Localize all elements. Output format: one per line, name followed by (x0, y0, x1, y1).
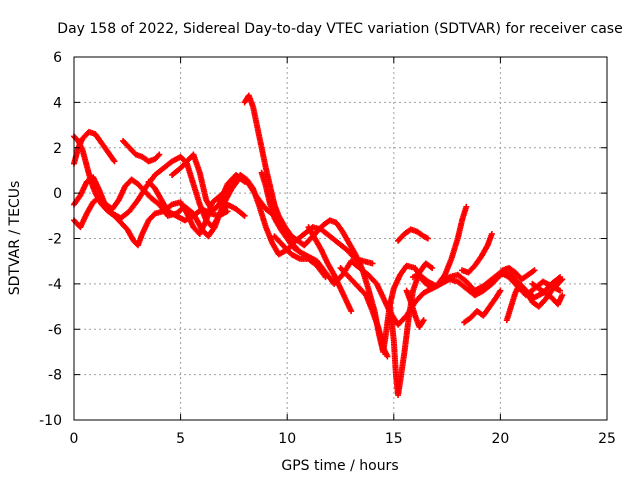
chart-title: Day 158 of 2022, Sidereal Day-to-day VTE… (57, 21, 622, 37)
data-point (384, 353, 391, 360)
y-tick-label: -2 (48, 232, 62, 248)
series-trace-1 (71, 128, 118, 167)
x-tick-label: 0 (70, 431, 79, 447)
data-point (296, 249, 303, 256)
axis-ticks: 0 5 10 15 20 25 -10 -8 -6 -4 -2 0 2 4 6 (39, 50, 616, 447)
series-trace-16 (461, 287, 504, 326)
x-tick-label: 15 (385, 431, 403, 447)
series-trace-14 (409, 203, 470, 290)
data-points (71, 92, 566, 399)
series-trace-17 (493, 264, 538, 283)
y-tick-label: 0 (53, 186, 62, 202)
data-point (322, 274, 329, 281)
series-trace-9 (305, 224, 355, 315)
y-tick-label: 4 (53, 95, 62, 111)
data-point (557, 287, 564, 294)
series-trace-5 (120, 137, 163, 165)
y-tick-label: 6 (53, 50, 62, 66)
series-trace-6 (145, 178, 231, 224)
data-point (531, 267, 538, 274)
y-tick-label: -8 (48, 368, 62, 384)
x-tick-label: 20 (491, 431, 509, 447)
data-point (241, 178, 248, 185)
data-point (348, 308, 355, 315)
data-point (369, 260, 376, 267)
data-point (224, 208, 231, 215)
series-trace-11 (386, 260, 436, 399)
series-trace-12 (395, 226, 431, 244)
series-trace-13 (403, 287, 427, 330)
data-point (424, 235, 431, 242)
series-trace-21 (169, 151, 248, 215)
series-trace-10 (337, 264, 391, 360)
series-trace-20 (271, 233, 329, 281)
y-tick-label: -10 (39, 413, 62, 429)
data-point (420, 317, 427, 324)
y-tick-label: -4 (48, 277, 62, 293)
series-trace-3 (71, 153, 248, 231)
y-tick-label: -6 (48, 322, 62, 338)
series-trace-15 (459, 230, 495, 276)
series-trace-19 (529, 280, 566, 308)
data-point (497, 287, 504, 294)
x-tick-label: 25 (598, 431, 616, 447)
data-point (559, 276, 566, 283)
series-trace-18 (503, 276, 566, 324)
data-point (429, 264, 436, 271)
data-point (558, 277, 565, 284)
y-tick-label: 2 (53, 141, 62, 157)
x-axis-label: GPS time / hours (281, 458, 398, 474)
data-point (155, 152, 162, 159)
data-point (111, 158, 118, 165)
data-point (156, 151, 163, 158)
data-point (488, 230, 495, 237)
data-point (241, 212, 248, 219)
data-point (559, 292, 566, 299)
data-point (463, 203, 470, 210)
x-tick-label: 10 (278, 431, 296, 447)
x-tick-label: 5 (176, 431, 185, 447)
y-axis-label: SDTVAR / TECUs (7, 181, 23, 296)
series-trace-8 (258, 169, 303, 256)
